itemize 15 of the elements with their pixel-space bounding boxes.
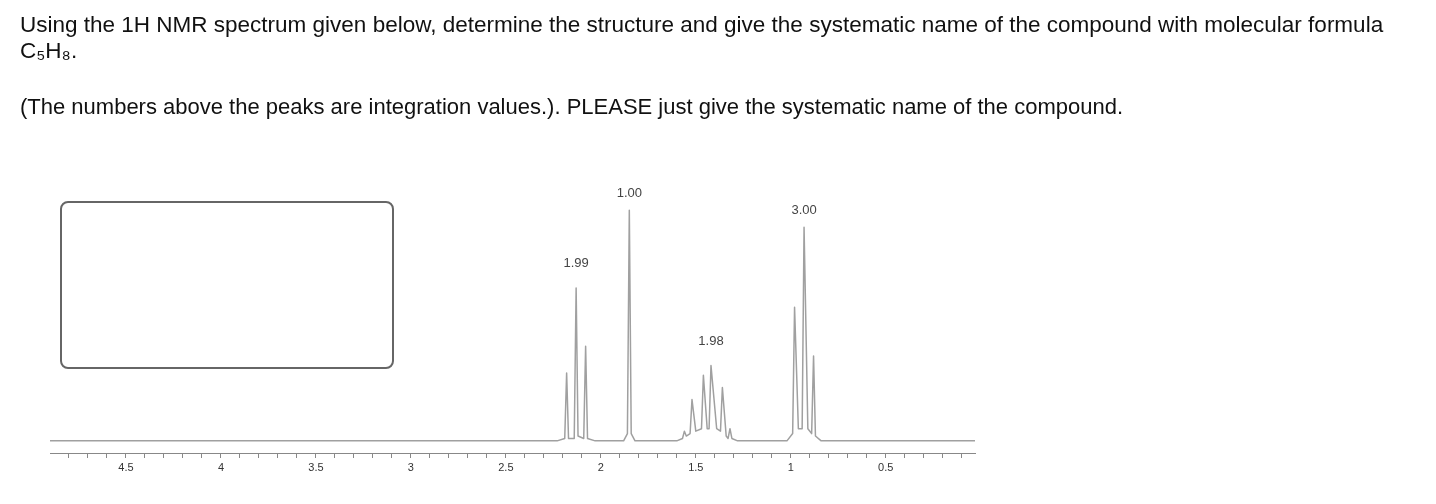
x-tick-label: 1.5 (688, 460, 704, 473)
x-tick-label: 4.5 (118, 460, 134, 473)
x-tick-label: 4 (217, 460, 225, 473)
x-tick-label: 0.5 (878, 460, 894, 473)
annotation: 1.00 (616, 185, 642, 201)
annotation: 1.99 (563, 255, 589, 271)
chart-subtitle: (The numbers above the peaks are integration values.). PLEASE just give the systematic name of the compound. (20, 94, 1125, 120)
x-tick-label: 2.5 (498, 460, 514, 473)
chart-title: Using the 1H NMR spectrum given below, determine the structure and give the systematic name of the compound with molecular formula C₅H₈. (20, 12, 1385, 64)
annotation: 1.98 (698, 332, 724, 348)
x-tick-label: 1 (787, 460, 794, 473)
x-tick-label: 3 (407, 460, 414, 473)
annotation: 3.00 (791, 202, 817, 218)
x-tick-label: 2 (597, 460, 604, 473)
x-tick-label: 3.5 (308, 460, 324, 473)
